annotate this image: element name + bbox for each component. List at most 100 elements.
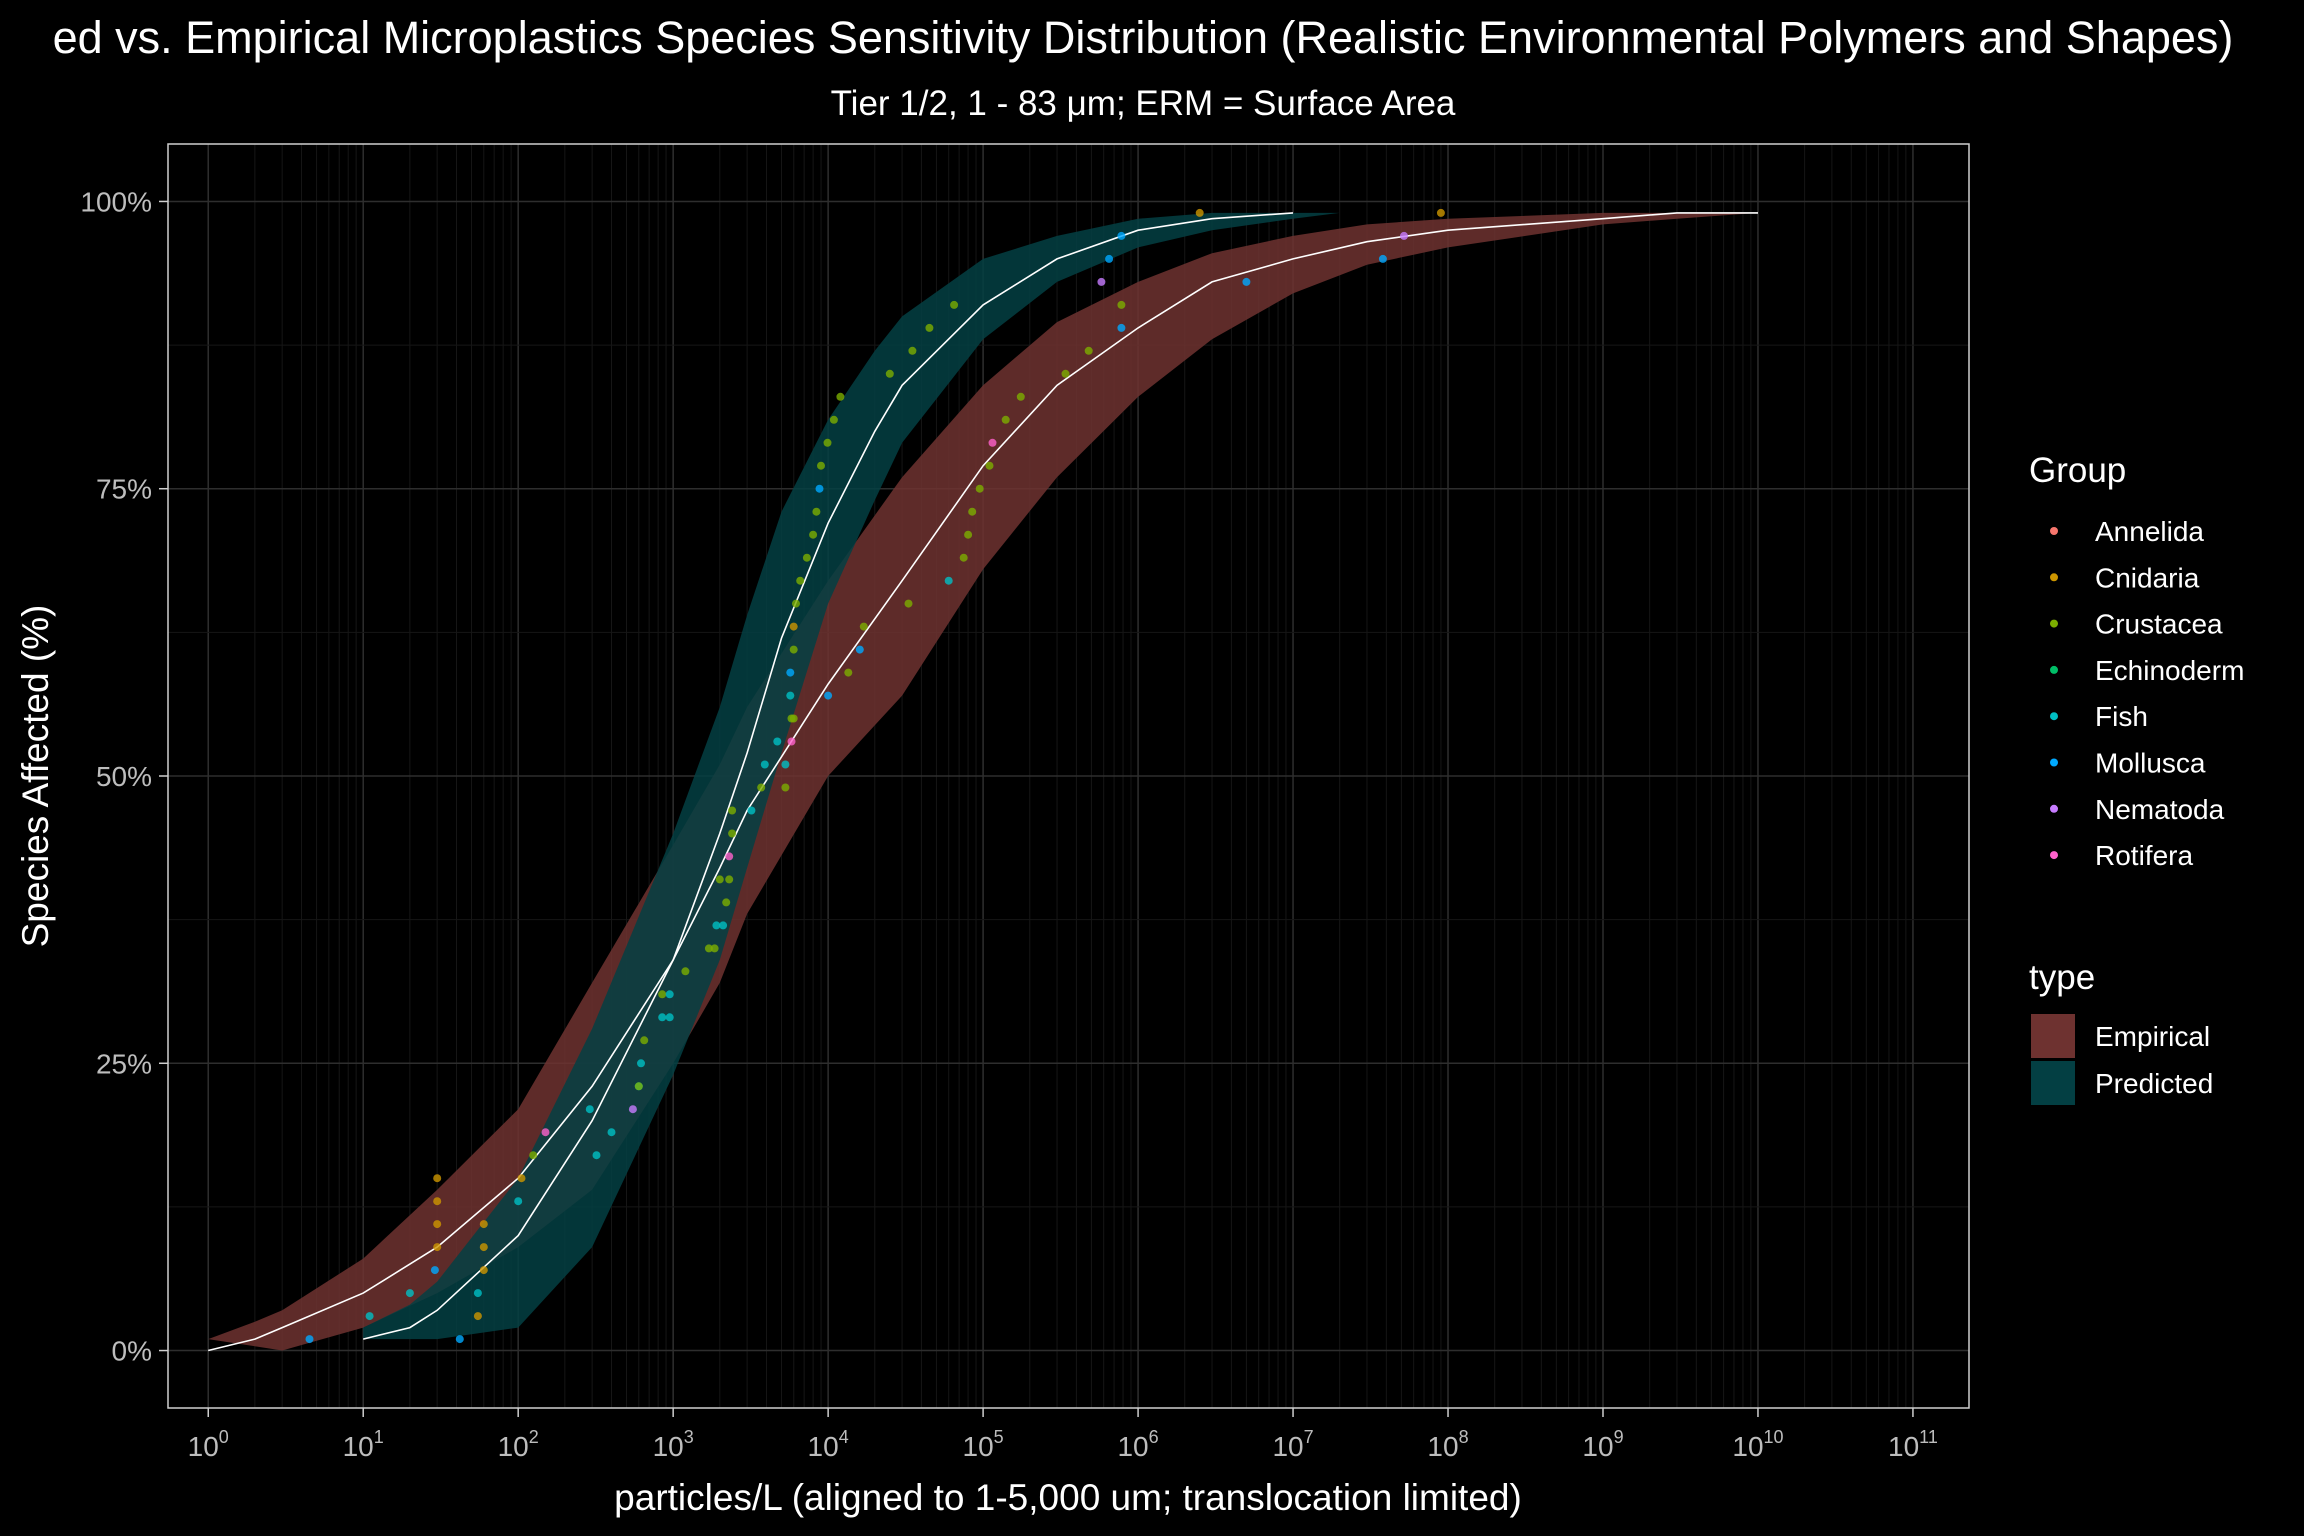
- point-fish: [786, 691, 795, 700]
- point-fish: [665, 990, 674, 999]
- legend-label-predicted: Predicted: [2095, 1068, 2213, 1099]
- point-mollusca: [1242, 277, 1251, 286]
- y-axis-title: Species Affected (%): [15, 605, 56, 948]
- legend: Group Annelida Cnidaria Crustacea Echinoder…: [2029, 451, 2244, 1105]
- point-mollusca: [1117, 323, 1126, 332]
- x-tick-label: 1010: [1732, 1427, 1783, 1462]
- legend-key-nematoda: [2050, 804, 2058, 813]
- point-fish: [607, 1128, 616, 1137]
- y-tick-label: 75%: [96, 474, 152, 505]
- x-axis-title: particles/L (aligned to 1-5,000 um; tran…: [614, 1477, 1522, 1518]
- x-tick-label: 106: [1117, 1427, 1158, 1462]
- point-mollusca: [786, 668, 795, 677]
- legend-key-echinoderm: [2050, 665, 2058, 674]
- point-crustacea: [796, 576, 805, 585]
- point-cnidaria: [479, 1243, 488, 1252]
- legend-label-annelida: Annelida: [2095, 516, 2204, 547]
- point-cnidaria: [473, 1312, 482, 1321]
- legend-label-fish: Fish: [2095, 701, 2148, 732]
- confidence-bands: [208, 212, 1906, 1351]
- point-fish: [712, 921, 721, 930]
- legend-key-crustacea: [2050, 619, 2058, 628]
- legend-label-cnidaria: Cnidaria: [2095, 562, 2200, 593]
- point-mollusca: [815, 484, 824, 493]
- point-fish: [719, 921, 728, 930]
- point-fish: [781, 760, 790, 769]
- x-tick-label: 103: [653, 1427, 694, 1462]
- point-fish: [405, 1289, 414, 1298]
- point-crustacea: [829, 415, 838, 424]
- legend-key-predicted: [2031, 1061, 2075, 1105]
- point-mollusca: [855, 645, 864, 654]
- point-crustacea: [1084, 346, 1093, 355]
- legend-label-mollusca: Mollusca: [2095, 748, 2206, 779]
- point-crustacea: [925, 323, 934, 332]
- point-mollusca: [430, 1266, 439, 1275]
- point-cnidaria: [433, 1243, 442, 1252]
- legend-group-entries: Annelida Cnidaria Crustacea Echinoderm Fish M…: [2050, 516, 2244, 871]
- legend-key-empirical: [2031, 1014, 2075, 1058]
- point-crustacea: [950, 300, 959, 309]
- point-fish: [944, 576, 953, 585]
- point-crustacea: [1117, 300, 1126, 309]
- point-crustacea: [809, 530, 818, 539]
- point-crustacea: [885, 369, 894, 378]
- point-crustacea: [1016, 392, 1025, 401]
- legend-key-fish: [2050, 712, 2058, 721]
- band-predicted: [363, 212, 1340, 1340]
- point-rotifera: [725, 852, 734, 861]
- point-crustacea: [1061, 369, 1070, 378]
- x-tick-label: 105: [963, 1427, 1004, 1462]
- point-crustacea: [904, 599, 913, 608]
- point-mollusca: [305, 1335, 314, 1344]
- point-crustacea: [817, 461, 825, 470]
- x-tick-label: 107: [1272, 1427, 1313, 1462]
- x-tick-label: 1011: [1888, 1427, 1938, 1462]
- point-crustacea: [722, 898, 731, 907]
- point-fish: [473, 1289, 482, 1298]
- point-crustacea: [859, 622, 868, 631]
- point-crustacea: [985, 461, 994, 470]
- y-tick-label: 100%: [80, 186, 152, 217]
- point-fish: [592, 1151, 601, 1160]
- legend-key-annelida: [2050, 527, 2058, 535]
- point-cnidaria: [1195, 208, 1204, 217]
- point-fish: [760, 760, 769, 769]
- point-crustacea: [681, 967, 690, 976]
- point-mollusca: [455, 1335, 464, 1344]
- point-crustacea: [812, 507, 821, 516]
- point-cnidaria: [433, 1174, 442, 1183]
- x-tick-label: 109: [1582, 1427, 1623, 1462]
- point-cnidaria: [479, 1266, 488, 1275]
- y-tick-label: 25%: [96, 1048, 152, 1079]
- point-cnidaria: [433, 1220, 442, 1229]
- point-crustacea: [802, 553, 811, 562]
- x-axis-ticks: 100 101 102 103 104 105 106 107 108 109 1010 1011: [188, 1408, 1938, 1462]
- point-cnidaria: [1436, 208, 1445, 217]
- point-nematoda: [1097, 277, 1106, 286]
- point-cnidaria: [517, 1174, 526, 1183]
- point-nematoda: [1400, 231, 1408, 240]
- data-points: [305, 208, 1445, 1344]
- legend-group-title: Group: [2029, 451, 2126, 490]
- point-crustacea: [658, 990, 667, 999]
- point-rotifera: [988, 438, 997, 447]
- point-crustacea: [715, 875, 724, 884]
- point-crustacea: [789, 714, 798, 723]
- point-cnidaria: [433, 1197, 442, 1206]
- point-crustacea: [792, 599, 800, 608]
- point-crustacea: [704, 944, 713, 953]
- point-nematoda: [628, 1105, 637, 1114]
- legend-type-entries: Empirical Predicted: [2031, 1014, 2213, 1105]
- point-crustacea: [529, 1151, 538, 1160]
- point-crustacea: [728, 829, 737, 838]
- point-fish: [365, 1312, 374, 1321]
- x-tick-label: 100: [188, 1427, 229, 1462]
- point-cnidaria: [789, 622, 798, 631]
- legend-label-empirical: Empirical: [2095, 1021, 2210, 1052]
- legend-label-echinoderm: Echinoderm: [2095, 655, 2244, 686]
- point-crustacea: [710, 944, 719, 953]
- legend-key-mollusca: [2050, 758, 2058, 767]
- point-crustacea: [757, 783, 766, 792]
- point-fish: [747, 806, 756, 815]
